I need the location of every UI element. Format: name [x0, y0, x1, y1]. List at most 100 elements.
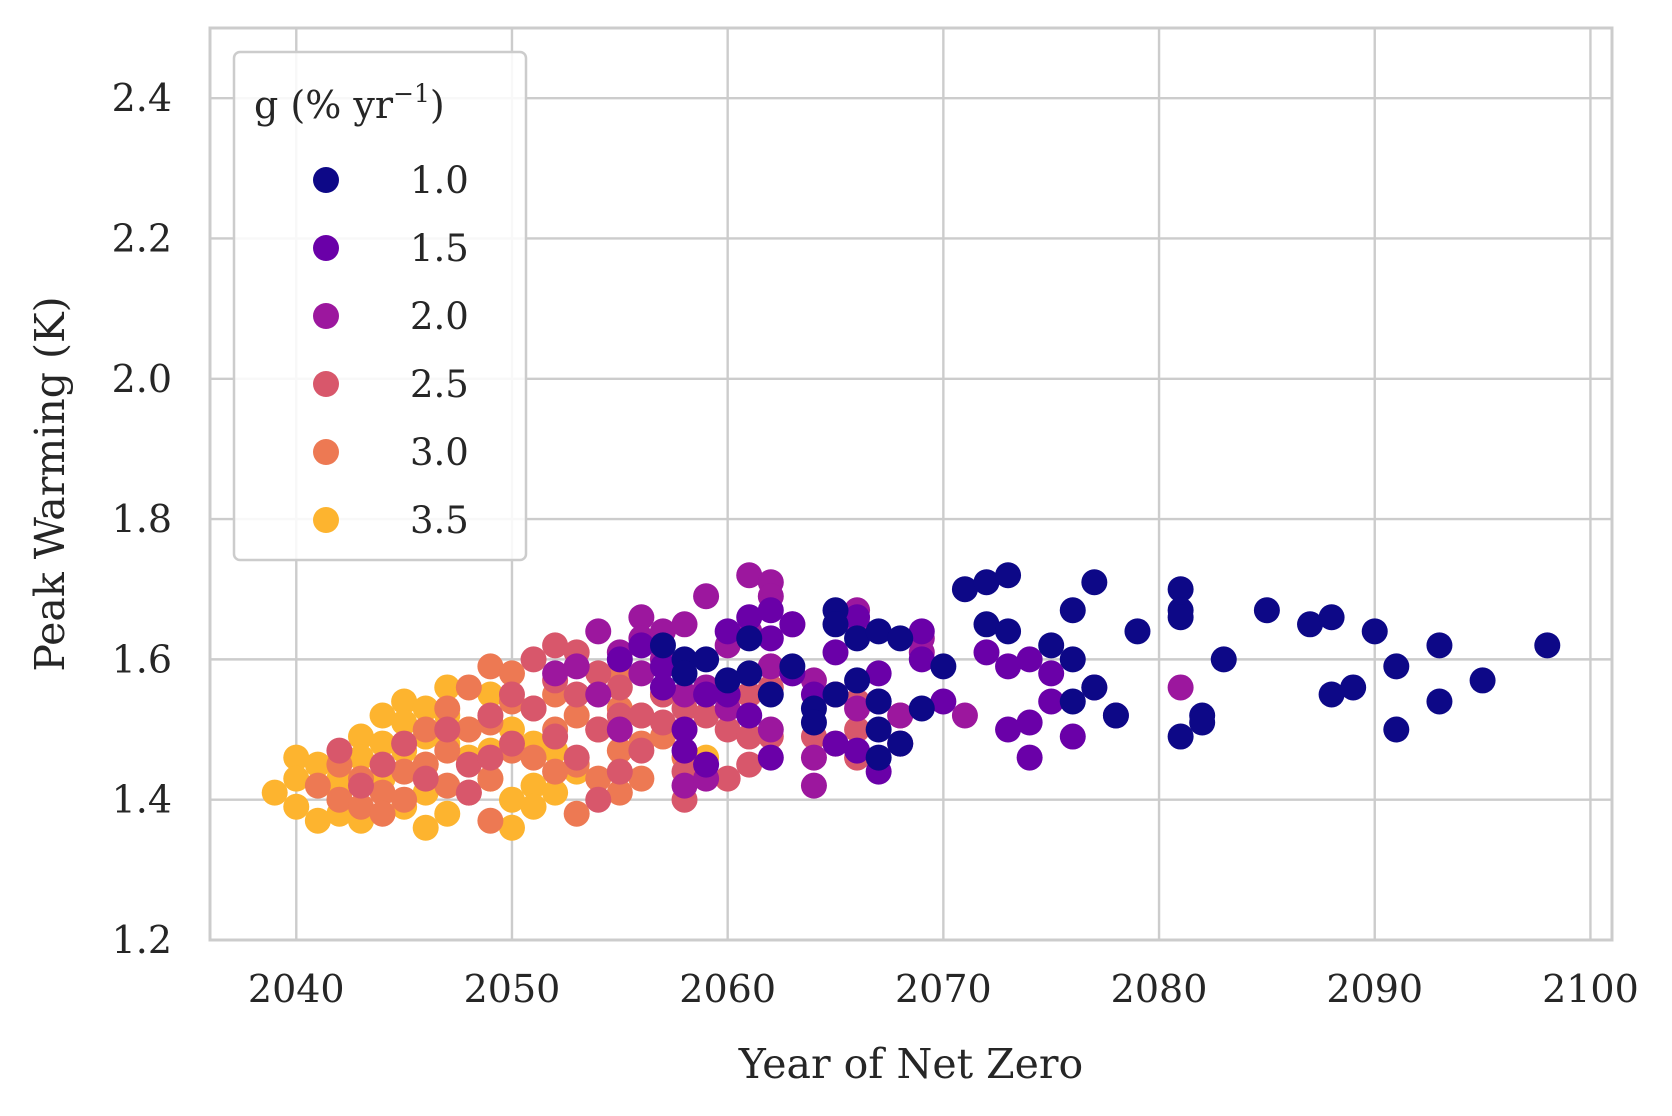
- data-point: [520, 793, 547, 820]
- data-point: [887, 702, 914, 729]
- data-point: [391, 758, 418, 785]
- data-point: [736, 625, 763, 652]
- data-point: [995, 618, 1022, 645]
- data-point: [1361, 618, 1388, 645]
- data-point: [326, 737, 353, 764]
- data-point: [283, 744, 310, 771]
- data-point: [1318, 681, 1345, 708]
- x-tick-label: 2050: [464, 967, 561, 1011]
- data-point: [477, 681, 504, 708]
- data-point: [844, 716, 871, 743]
- y-tick-label: 1.8: [112, 497, 172, 541]
- legend-marker: [313, 507, 339, 533]
- data-point: [391, 709, 418, 736]
- data-point: [477, 702, 504, 729]
- data-point: [1038, 688, 1065, 715]
- data-point: [606, 737, 633, 764]
- data-point: [455, 751, 482, 778]
- legend-marker: [313, 439, 339, 465]
- data-point: [1340, 674, 1367, 701]
- scatter-points: [261, 562, 1561, 841]
- data-point: [434, 800, 461, 827]
- data-point: [973, 611, 1000, 638]
- data-point: [714, 716, 741, 743]
- data-point: [865, 660, 892, 687]
- legend-items: 1.0 1.5 2.0 2.5 3.0 3.5: [313, 159, 469, 542]
- data-point: [369, 779, 396, 806]
- data-point: [585, 681, 612, 708]
- data-point: [779, 653, 806, 680]
- data-point: [1081, 569, 1108, 596]
- data-point: [585, 618, 612, 645]
- data-point: [865, 618, 892, 645]
- data-point: [1059, 646, 1086, 673]
- legend-title-main: g (% yr: [254, 83, 394, 127]
- data-point: [649, 632, 676, 659]
- data-point: [671, 660, 698, 687]
- data-point: [1038, 632, 1065, 659]
- data-point: [671, 737, 698, 764]
- data-point: [973, 569, 1000, 596]
- data-point: [1318, 604, 1345, 631]
- data-point: [520, 772, 547, 799]
- data-point: [951, 576, 978, 603]
- data-point: [606, 674, 633, 701]
- data-point: [757, 653, 784, 680]
- data-point: [563, 702, 590, 729]
- tick-labels: 2040 2050 2060 2070 2080 2090 2100 1.2 1.4 1.6 1.8…: [112, 76, 1639, 1011]
- data-point: [1167, 674, 1194, 701]
- data-point: [822, 639, 849, 666]
- data-point: [585, 786, 612, 813]
- data-point: [887, 625, 914, 652]
- data-point: [606, 646, 633, 673]
- legend-title: g (% yr−1): [254, 79, 445, 127]
- data-point: [736, 751, 763, 778]
- legend-marker: [313, 235, 339, 261]
- data-point: [369, 730, 396, 757]
- data-point: [498, 681, 525, 708]
- y-tick-label: 2.2: [112, 216, 172, 260]
- data-point: [1426, 632, 1453, 659]
- data-point: [585, 716, 612, 743]
- data-point: [412, 765, 439, 792]
- data-point: [671, 681, 698, 708]
- x-tick-label: 2070: [895, 967, 992, 1011]
- data-point: [1426, 688, 1453, 715]
- data-point: [865, 688, 892, 715]
- legend-marker: [313, 167, 339, 193]
- data-point: [283, 793, 310, 820]
- data-point: [585, 765, 612, 792]
- data-point: [714, 765, 741, 792]
- x-tick-label: 2090: [1326, 967, 1423, 1011]
- data-point: [520, 744, 547, 771]
- data-point: [498, 786, 525, 813]
- data-point: [779, 611, 806, 638]
- data-point: [628, 737, 655, 764]
- data-point: [844, 667, 871, 694]
- legend-label: 1.5: [410, 227, 469, 270]
- legend-marker: [313, 371, 339, 397]
- data-point: [1124, 618, 1151, 645]
- data-point: [757, 597, 784, 624]
- data-point: [757, 681, 784, 708]
- data-point: [1253, 597, 1280, 624]
- data-point: [1167, 604, 1194, 631]
- legend: g (% yr−1) 1.0 1.5 2.0 2.5 3.0 3.5: [232, 50, 528, 562]
- data-point: [542, 779, 569, 806]
- data-point: [1059, 723, 1086, 750]
- data-point: [693, 681, 720, 708]
- data-point: [693, 702, 720, 729]
- data-point: [563, 653, 590, 680]
- data-point: [822, 681, 849, 708]
- data-point: [434, 737, 461, 764]
- data-point: [304, 751, 331, 778]
- data-point: [563, 744, 590, 771]
- data-point: [1167, 576, 1194, 603]
- legend-label: 3.0: [410, 431, 469, 474]
- x-tick-label: 2080: [1111, 967, 1208, 1011]
- data-point: [261, 779, 288, 806]
- data-point: [520, 695, 547, 722]
- data-point: [477, 744, 504, 771]
- data-point: [649, 653, 676, 680]
